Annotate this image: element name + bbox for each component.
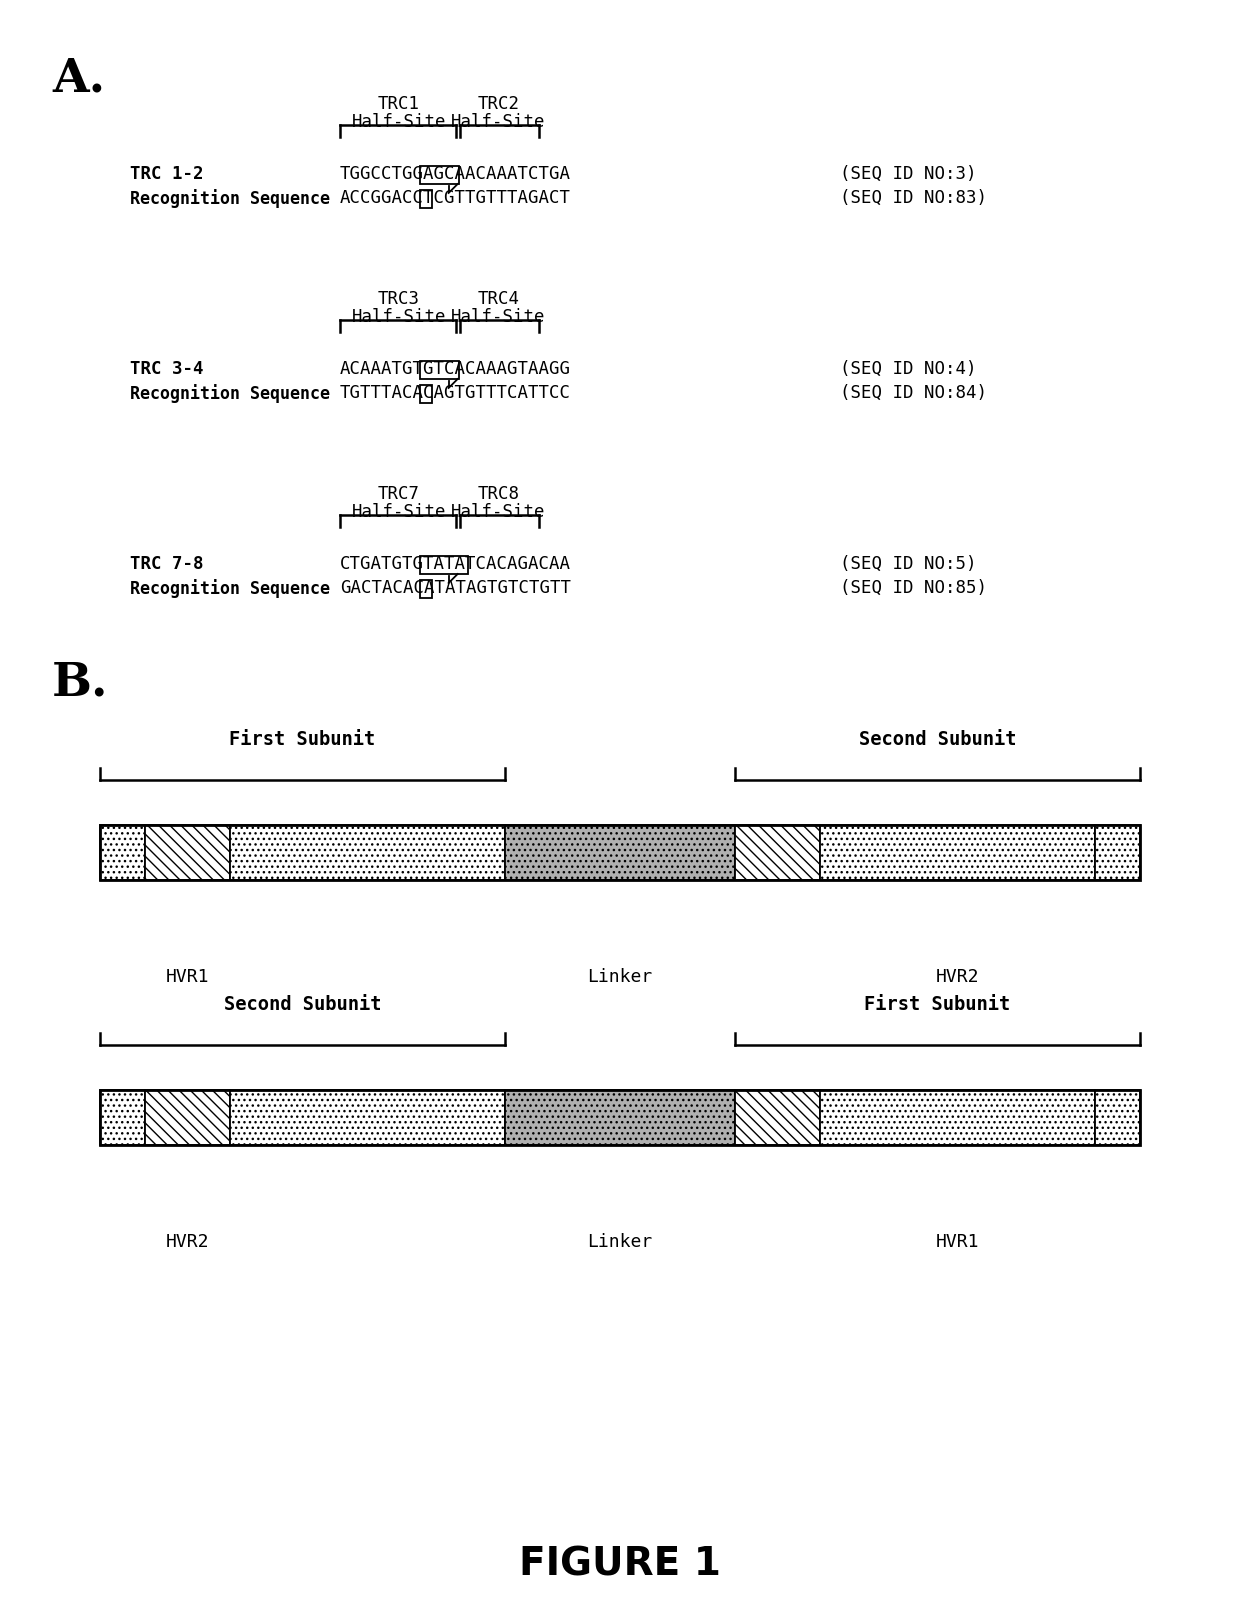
Text: HVR1: HVR1 bbox=[936, 1233, 980, 1251]
Bar bbox=[100, 1090, 1140, 1145]
Bar bbox=[1095, 1090, 1140, 1145]
Bar bbox=[505, 825, 735, 880]
Text: Half-Site: Half-Site bbox=[352, 503, 446, 521]
Bar bbox=[100, 825, 1140, 880]
Text: (SEQ ID NO:4): (SEQ ID NO:4) bbox=[839, 359, 977, 377]
Text: TRC3: TRC3 bbox=[378, 290, 420, 308]
Text: Linker: Linker bbox=[588, 1233, 652, 1251]
Text: TRC1: TRC1 bbox=[378, 95, 420, 113]
Text: Recognition Sequence: Recognition Sequence bbox=[130, 579, 330, 598]
Text: TRC7: TRC7 bbox=[378, 485, 420, 503]
Bar bbox=[100, 825, 145, 880]
Text: Half-Site: Half-Site bbox=[451, 113, 546, 131]
Bar bbox=[735, 825, 820, 880]
Text: ACAAATGTGTCACAAAGTAAGG: ACAAATGTGTCACAAAGTAAGG bbox=[340, 359, 570, 377]
Bar bbox=[229, 825, 505, 880]
Text: TRC4: TRC4 bbox=[477, 290, 520, 308]
Bar bbox=[420, 580, 432, 598]
Text: TGTTTACACAGTGTTTCATTCC: TGTTTACACAGTGTTTCATTCC bbox=[340, 384, 570, 401]
Text: (SEQ ID NO:84): (SEQ ID NO:84) bbox=[839, 384, 987, 401]
Bar bbox=[735, 1090, 820, 1145]
Text: HVR2: HVR2 bbox=[166, 1233, 210, 1251]
Text: (SEQ ID NO:3): (SEQ ID NO:3) bbox=[839, 164, 977, 184]
Text: TRC2: TRC2 bbox=[477, 95, 520, 113]
Text: HVR2: HVR2 bbox=[936, 967, 980, 987]
Text: TRC8: TRC8 bbox=[477, 485, 520, 503]
Bar bbox=[145, 825, 229, 880]
Bar bbox=[1095, 825, 1140, 880]
Text: Linker: Linker bbox=[588, 967, 652, 987]
Bar bbox=[145, 1090, 229, 1145]
Text: FIGURE 1: FIGURE 1 bbox=[520, 1544, 720, 1583]
Bar bbox=[420, 556, 467, 574]
Text: CTGATGTGTATATCACAGACAA: CTGATGTGTATATCACAGACAA bbox=[340, 555, 570, 572]
Bar bbox=[820, 825, 1095, 880]
Bar bbox=[420, 166, 459, 184]
Text: B.: B. bbox=[52, 659, 109, 706]
Text: Half-Site: Half-Site bbox=[451, 503, 546, 521]
Text: Second Subunit: Second Subunit bbox=[223, 995, 381, 1014]
Text: First Subunit: First Subunit bbox=[864, 995, 1011, 1014]
Bar bbox=[100, 1090, 145, 1145]
Text: GACTACACATATAGTGTCTGTT: GACTACACATATAGTGTCTGTT bbox=[340, 579, 570, 596]
Text: Second Subunit: Second Subunit bbox=[859, 730, 1017, 750]
Text: HVR1: HVR1 bbox=[166, 967, 210, 987]
Text: ACCGGACCTCGTTGTTTAGACT: ACCGGACCTCGTTGTTTAGACT bbox=[340, 189, 570, 206]
Text: TGGCCTGGAGCAACAAATCTGA: TGGCCTGGAGCAACAAATCTGA bbox=[340, 164, 570, 184]
Text: Half-Site: Half-Site bbox=[352, 113, 446, 131]
Text: TRC 3-4: TRC 3-4 bbox=[130, 359, 203, 377]
Text: TRC 1-2: TRC 1-2 bbox=[130, 164, 203, 184]
Text: (SEQ ID NO:5): (SEQ ID NO:5) bbox=[839, 555, 977, 572]
Bar bbox=[505, 1090, 735, 1145]
Text: Half-Site: Half-Site bbox=[451, 308, 546, 326]
Bar bbox=[420, 361, 459, 379]
Text: A.: A. bbox=[52, 55, 105, 102]
Text: Recognition Sequence: Recognition Sequence bbox=[130, 384, 330, 403]
Text: Half-Site: Half-Site bbox=[352, 308, 446, 326]
Bar bbox=[420, 385, 432, 403]
Text: First Subunit: First Subunit bbox=[229, 730, 376, 750]
Text: (SEQ ID NO:83): (SEQ ID NO:83) bbox=[839, 189, 987, 206]
Bar bbox=[820, 1090, 1095, 1145]
Text: Recognition Sequence: Recognition Sequence bbox=[130, 189, 330, 208]
Text: TRC 7-8: TRC 7-8 bbox=[130, 555, 203, 572]
Bar bbox=[229, 1090, 505, 1145]
Text: (SEQ ID NO:85): (SEQ ID NO:85) bbox=[839, 579, 987, 596]
Bar bbox=[420, 190, 432, 208]
